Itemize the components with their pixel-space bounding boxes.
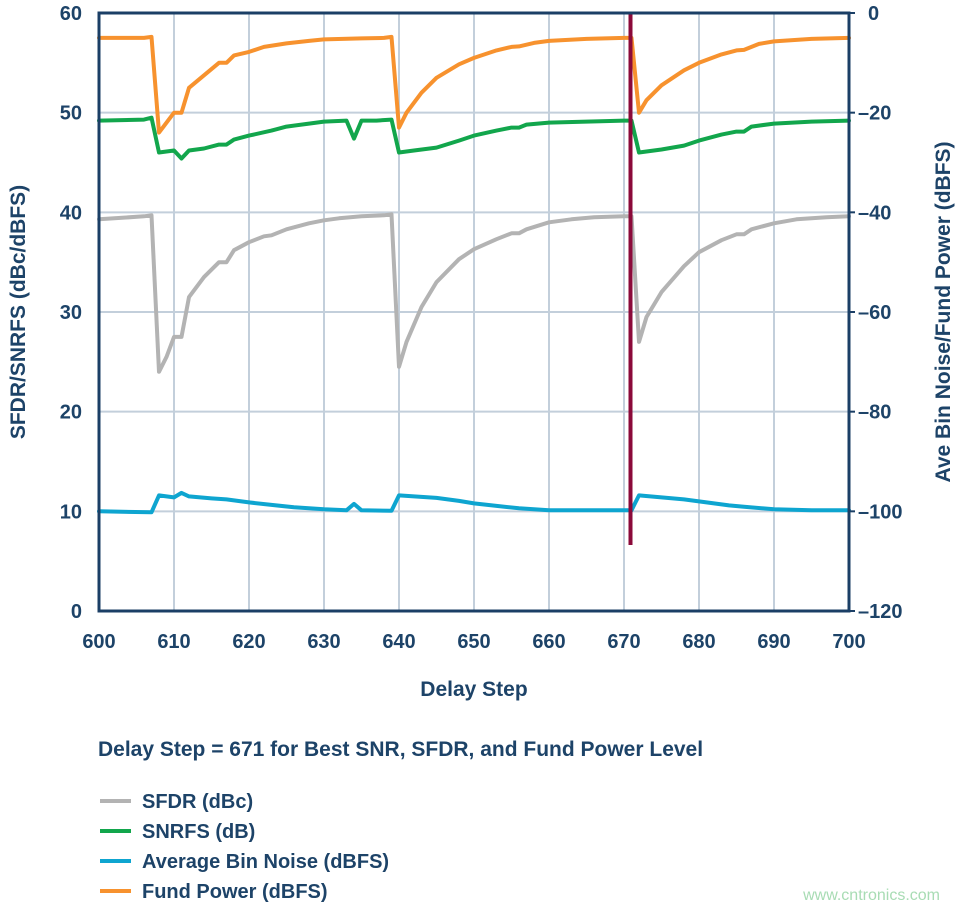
x-tick-label: 620 — [232, 631, 265, 653]
x-tick-label: 640 — [382, 631, 415, 653]
legend-label: SNRFS (dB) — [142, 821, 255, 843]
y-right-tick-label: –100 — [858, 501, 903, 523]
y-left-tick-label: 10 — [60, 501, 82, 523]
x-tick-label: 680 — [682, 631, 715, 653]
x-axis-label: Delay Step — [420, 678, 527, 701]
y-right-tick-label: –40 — [858, 202, 891, 224]
series-line-0 — [97, 212, 851, 374]
y-right-tick-label: –80 — [858, 402, 891, 424]
y-left-tick-label: 50 — [60, 103, 82, 125]
legend-label: Average Bin Noise (dBFS) — [142, 851, 389, 873]
legend-label: SFDR (dBc) — [142, 791, 253, 813]
series-line-3 — [97, 34, 851, 135]
y-axis-left-label: SFDR/SNRFS (dBc/dBFS) — [7, 185, 30, 439]
series-group — [97, 34, 851, 515]
grid — [98, 12, 850, 612]
x-tick-label: 610 — [157, 631, 190, 653]
y-right-tick-label: –60 — [858, 302, 891, 324]
watermark: www.cntronics.com — [802, 887, 940, 904]
x-tick-label: 660 — [532, 631, 565, 653]
y-right-tick-label: –120 — [858, 601, 903, 623]
legend: SFDR (dBc) SNRFS (dB) Average Bin Noise (d… — [100, 791, 389, 903]
y-axis-right-label: Ave Bin Noise/Fund Power (dBFS) — [932, 141, 955, 482]
y-left-tick-label: 30 — [60, 302, 82, 324]
y-left-tick-label: 60 — [60, 3, 82, 25]
y-left-tick-label: 40 — [60, 202, 82, 224]
y-left-tick-label: 0 — [71, 601, 82, 623]
chart-subtitle: Delay Step = 671 for Best SNR, SFDR, and… — [98, 738, 703, 761]
x-tick-label: 690 — [757, 631, 790, 653]
x-tick-label: 700 — [832, 631, 865, 653]
y-right-tick-label: –20 — [858, 103, 891, 125]
tick-labels: 600 610 620 630 640 650 660 670 680 690 7000102030… — [60, 3, 903, 653]
series-line-1 — [97, 115, 851, 161]
x-tick-label: 670 — [607, 631, 640, 653]
legend-label: Fund Power (dBFS) — [142, 881, 328, 903]
x-tick-label: 630 — [307, 631, 340, 653]
x-tick-label: 650 — [457, 631, 490, 653]
series-line-2 — [97, 490, 851, 515]
x-tick-label: 600 — [82, 631, 115, 653]
y-right-tick-label: 0 — [868, 3, 879, 25]
y-left-tick-label: 20 — [60, 402, 82, 424]
